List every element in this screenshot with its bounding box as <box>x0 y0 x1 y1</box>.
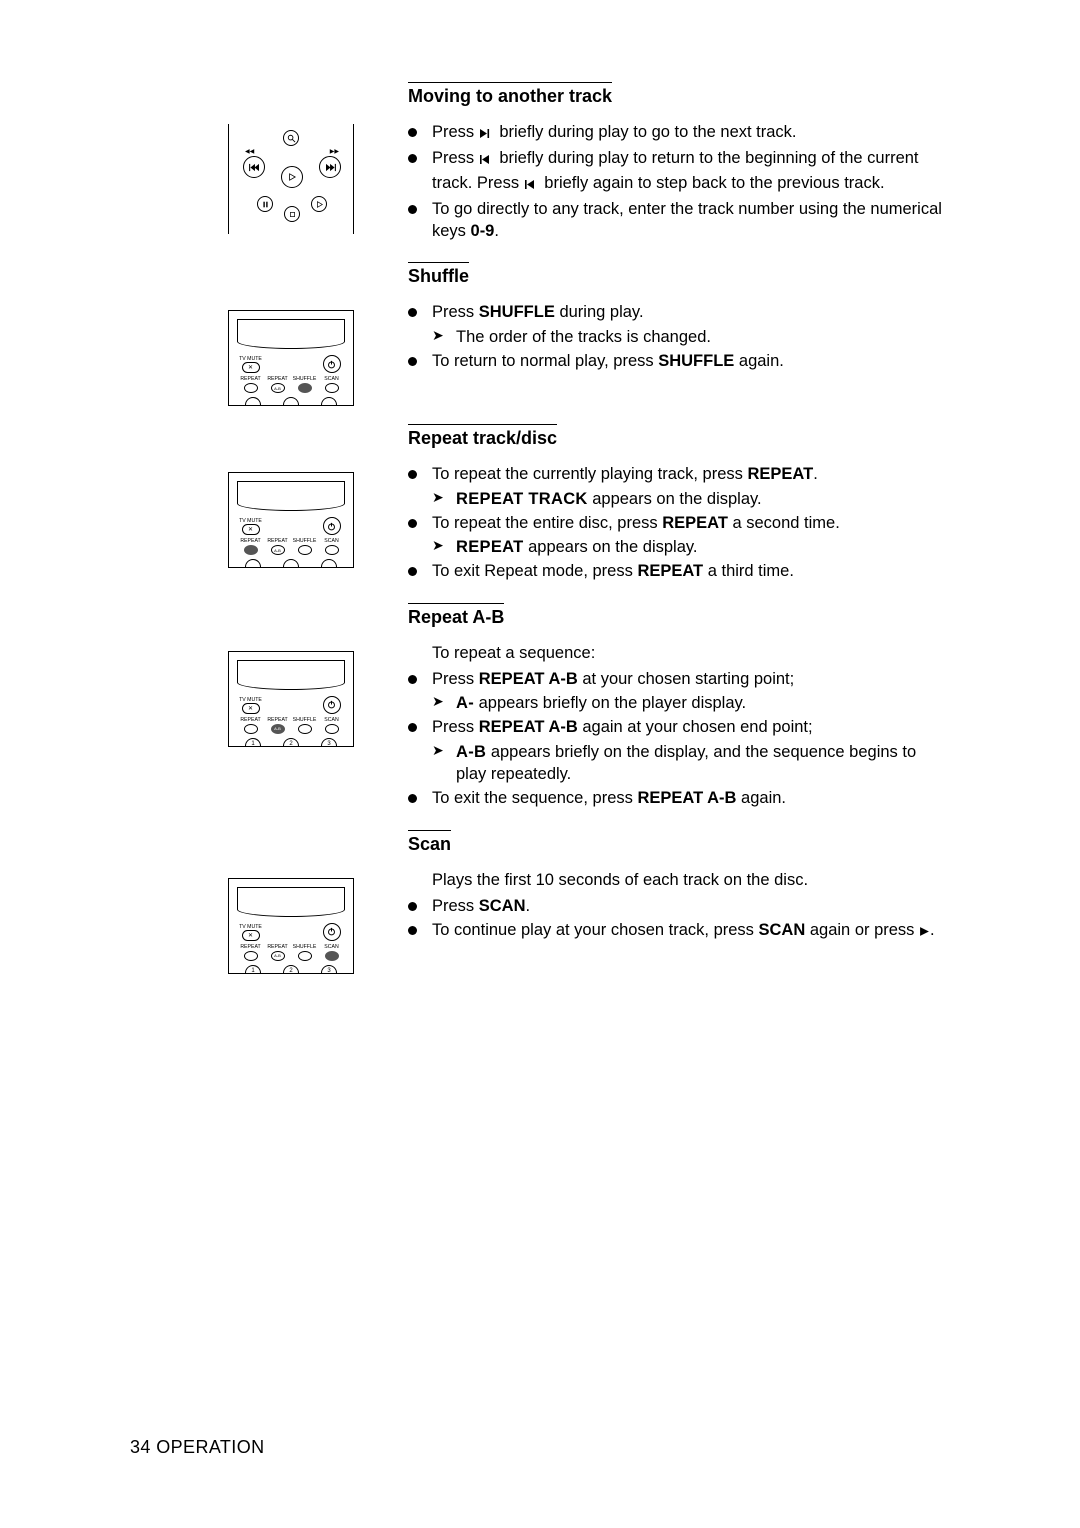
prev-track-icon <box>243 156 265 178</box>
heading-moving: Moving to another track <box>408 82 612 107</box>
section-scan: TV MUTE✕ REPEAT REPEATA-B SHUFFLE SCAN 1… <box>228 830 950 974</box>
manual-page: ◀◀ ▶▶ Moving to another track Press brie… <box>0 0 1080 1528</box>
prev-icon <box>524 174 540 196</box>
page-number: 34 <box>130 1437 151 1457</box>
bullet-repeat-exit: To exit Repeat mode, press REPEAT a thir… <box>408 560 950 582</box>
section-repeat: TV MUTE✕ REPEAT REPEATA-B SHUFFLE SCAN R… <box>228 424 950 584</box>
search-icon <box>283 130 299 146</box>
pause-icon <box>257 196 273 212</box>
bullet-ab-exit: To exit the sequence, press REPEAT A-B a… <box>408 787 950 809</box>
footer-label: OPERATION <box>156 1437 264 1457</box>
bullet-repeat-disc: To repeat the entire disc, press REPEAT … <box>408 512 950 559</box>
bullet-ab-start: Press REPEAT A-B at your chosen starting… <box>408 668 950 715</box>
play-sm-icon <box>311 196 327 212</box>
bullet-shuffle-press: Press SHUFFLE during play. The order of … <box>408 301 950 348</box>
page-footer: 34 OPERATION <box>130 1437 265 1458</box>
bullet-scan-press: Press SCAN. <box>408 895 950 917</box>
play-icon <box>281 166 303 188</box>
bullet-next-track: Press briefly during play to go to the n… <box>408 121 950 145</box>
intro-scan: Plays the first 10 seconds of each track… <box>408 869 950 891</box>
bullet-prev-track: Press briefly during play to return to t… <box>408 147 950 196</box>
arrow-repeat-disc: REPEAT appears on the display. <box>432 536 950 558</box>
stop-icon <box>284 206 300 222</box>
illustration-shuffle: TV MUTE✕ REPEAT REPEATA-B SHUFFLE SCAN <box>228 262 402 406</box>
illustration-nav-cluster: ◀◀ ▶▶ <box>228 82 402 234</box>
intro-repeat-ab: To repeat a sequence: <box>408 642 950 664</box>
next-icon <box>479 123 495 145</box>
heading-repeat: Repeat track/disc <box>408 424 557 449</box>
next-track-icon <box>319 156 341 178</box>
section-moving: ◀◀ ▶▶ Moving to another track Press brie… <box>228 82 950 244</box>
prev-icon <box>479 149 495 171</box>
heading-repeat-ab: Repeat A-B <box>408 603 504 628</box>
illustration-scan: TV MUTE✕ REPEAT REPEATA-B SHUFFLE SCAN 1… <box>228 830 402 974</box>
bullet-ab-end: Press REPEAT A-B again at your chosen en… <box>408 716 950 785</box>
bullet-scan-continue: To continue play at your chosen track, p… <box>408 919 950 943</box>
illustration-repeat-ab: TV MUTE✕ REPEAT REPEATA-B SHUFFLE SCAN 1… <box>228 603 402 747</box>
heading-shuffle: Shuffle <box>408 262 469 287</box>
bullet-numeric-keys: To go directly to any track, enter the t… <box>408 198 950 243</box>
arrow-ab-end: A-B appears briefly on the display, and … <box>432 741 950 786</box>
rewind-label: ◀◀ <box>245 148 254 155</box>
arrow-shuffle-result: The order of the tracks is changed. <box>432 326 950 348</box>
play-icon <box>919 921 930 943</box>
section-shuffle: TV MUTE✕ REPEAT REPEATA-B SHUFFLE SCAN S… <box>228 262 950 406</box>
arrow-repeat-track: REPEAT TRACK appears on the display. <box>432 488 950 510</box>
illustration-repeat: TV MUTE✕ REPEAT REPEATA-B SHUFFLE SCAN <box>228 424 402 568</box>
arrow-ab-start: A- appears briefly on the player display… <box>432 692 950 714</box>
bullet-repeat-track: To repeat the currently playing track, p… <box>408 463 950 510</box>
heading-scan: Scan <box>408 830 451 855</box>
fastfwd-label: ▶▶ <box>330 148 339 155</box>
bullet-shuffle-return: To return to normal play, press SHUFFLE … <box>408 350 950 372</box>
section-repeat-ab: TV MUTE✕ REPEAT REPEATA-B SHUFFLE SCAN 1… <box>228 603 950 812</box>
